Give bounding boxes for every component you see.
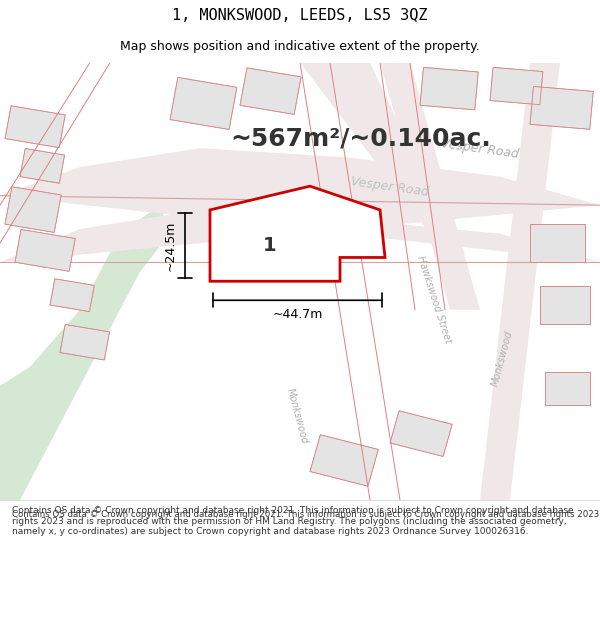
Text: 1: 1 [263,236,277,254]
Bar [50,279,94,312]
Bar [530,224,585,262]
Text: Monkswood: Monkswood [490,330,515,388]
Text: Map shows position and indicative extent of the property.: Map shows position and indicative extent… [120,41,480,53]
Bar [15,229,75,271]
Bar [20,149,65,183]
Bar [420,68,478,110]
Polygon shape [0,148,600,262]
Bar [20,149,65,183]
Bar [240,68,301,114]
Text: Contains OS data © Crown copyright and database right 2021. This information is : Contains OS data © Crown copyright and d… [12,506,574,536]
Text: Hawkswood Street: Hawkswood Street [415,255,453,345]
Bar [240,68,301,114]
Bar [50,279,94,312]
Bar [310,435,379,486]
Text: ~44.7m: ~44.7m [272,308,323,321]
Bar [540,286,590,324]
Bar [5,187,61,232]
Bar [530,86,593,129]
Polygon shape [480,62,560,500]
Polygon shape [210,186,385,281]
Text: Monkswood: Monkswood [285,387,310,445]
Text: Vesper Road: Vesper Road [350,175,430,199]
Polygon shape [380,62,480,310]
Bar [310,435,379,486]
Bar [490,68,543,105]
Bar [170,78,237,129]
Text: Contains OS data © Crown copyright and database right 2021. This information is : Contains OS data © Crown copyright and d… [12,510,600,519]
Bar [60,324,110,360]
Bar [545,372,590,405]
Bar [420,68,478,110]
Bar [545,372,590,405]
Bar [390,411,452,456]
Bar [490,68,543,105]
Polygon shape [0,205,170,500]
Bar [5,106,65,148]
Bar [15,229,75,271]
Bar [530,224,585,262]
Text: Vesper Road: Vesper Road [440,137,520,161]
Polygon shape [300,62,450,234]
Bar [5,106,65,148]
Text: 1, MONKSWOOD, LEEDS, LS5 3QZ: 1, MONKSWOOD, LEEDS, LS5 3QZ [172,8,428,23]
Text: ~567m²/~0.140ac.: ~567m²/~0.140ac. [230,127,491,151]
Bar [530,86,593,129]
Text: ~24.5m: ~24.5m [163,221,176,271]
Bar [540,286,590,324]
Bar [390,411,452,456]
Bar [60,324,110,360]
Bar [170,78,237,129]
Bar [5,187,61,232]
